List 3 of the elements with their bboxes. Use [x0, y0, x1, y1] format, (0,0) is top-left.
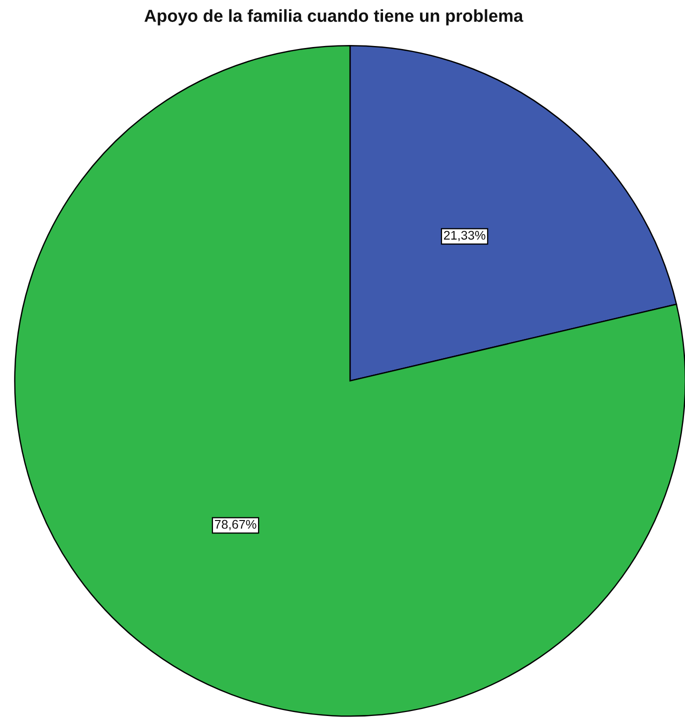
- data-label: 78,67%: [214, 520, 256, 530]
- chart-title: Apoyo de la familia cuando tiene un problema: [144, 9, 524, 26]
- data-label: 21,33%: [444, 230, 486, 242]
